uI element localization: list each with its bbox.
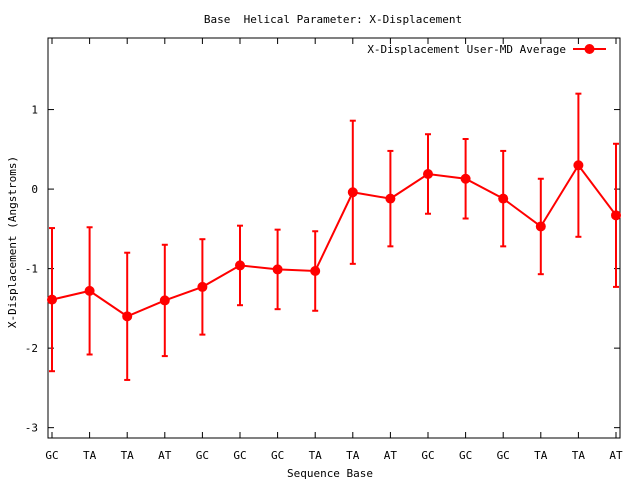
x-tick-label: TA: [309, 449, 323, 462]
x-tick-label: GC: [233, 449, 246, 462]
data-point: [272, 264, 283, 275]
data-point: [347, 187, 358, 198]
x-tick-label: AT: [158, 449, 172, 462]
x-axis-ticks: GC TA TA AT GC GC GC TA TA AT GC GC GC TA TA AT: [45, 38, 623, 462]
data-point: [122, 311, 133, 322]
data-point: [235, 260, 245, 271]
x-tick-label: GC: [196, 449, 209, 462]
data-point: [423, 168, 433, 179]
x-tick-label: TA: [346, 449, 360, 462]
data-point: [460, 173, 471, 184]
y-tick-label: -3: [25, 422, 38, 435]
y-tick-label: -2: [25, 342, 38, 355]
x-tick-label: AT: [384, 449, 398, 462]
series-line: [51, 163, 617, 318]
data-point: [197, 281, 208, 292]
data-point: [84, 285, 95, 296]
data-points: [47, 160, 621, 322]
data-point: [385, 193, 396, 204]
data-point: [535, 221, 546, 232]
y-tick-label: -1: [25, 263, 38, 276]
data-point: [310, 266, 321, 277]
x-axis-label: Sequence Base: [287, 467, 373, 480]
x-tick-label: GC: [459, 449, 472, 462]
series-line-group: [51, 163, 617, 318]
data-point: [611, 210, 621, 221]
legend: X-Displacement User-MD Average: [367, 43, 606, 56]
legend-marker-sample: [584, 44, 595, 54]
x-tick-label: GC: [421, 449, 434, 462]
x-tick-label: GC: [45, 449, 58, 462]
data-point: [47, 294, 57, 305]
plot-area-border: [47, 37, 621, 439]
x-tick-label: TA: [121, 449, 135, 462]
x-tick-label: TA: [572, 449, 586, 462]
data-point: [159, 295, 170, 306]
x-tick-label: AT: [609, 449, 623, 462]
y-tick-label: 1: [31, 104, 38, 117]
x-tick-label: GC: [497, 449, 510, 462]
x-tick-label: GC: [271, 449, 284, 462]
x-tick-label: TA: [534, 449, 548, 462]
chart-title: Base Helical Parameter: X-Displacement: [204, 13, 462, 26]
x-tick-label: TA: [83, 449, 97, 462]
legend-label: X-Displacement User-MD Average: [367, 43, 566, 56]
data-point: [573, 160, 584, 171]
y-axis-label: X-Displacement (Angstroms): [6, 156, 19, 328]
y-tick-label: 0: [31, 183, 38, 196]
data-point: [498, 193, 509, 204]
